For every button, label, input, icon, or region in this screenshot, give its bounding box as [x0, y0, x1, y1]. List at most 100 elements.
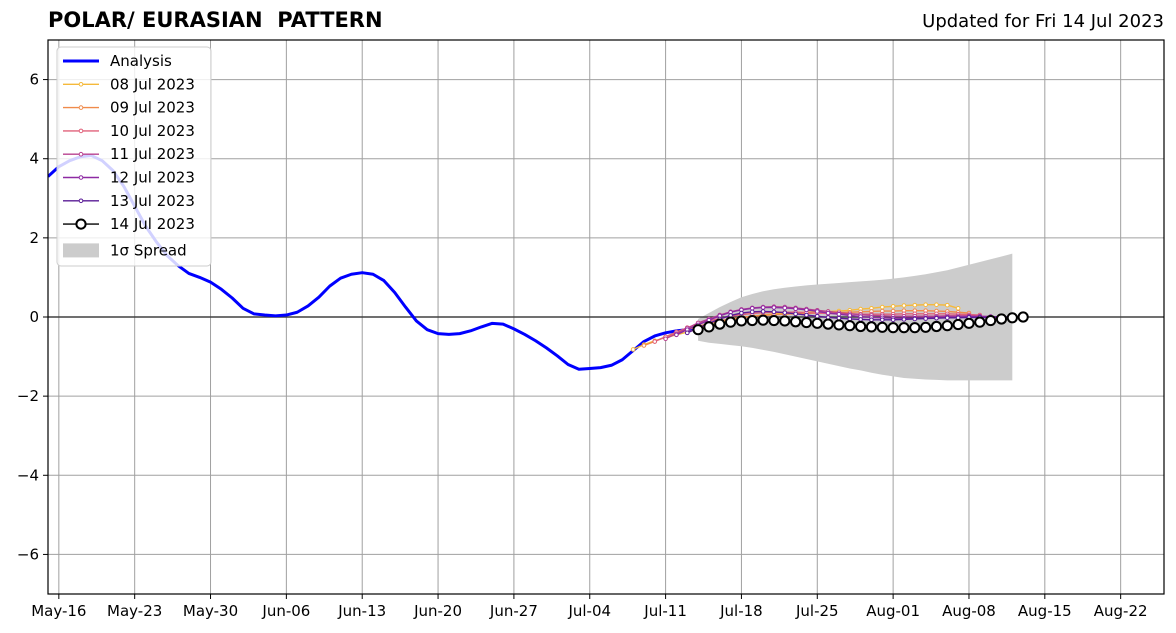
forecast-point: [901, 303, 907, 308]
y-tick-label: −4: [17, 466, 39, 484]
forecast-point: [923, 302, 928, 308]
legend-label: 13 Jul 2023: [110, 192, 195, 210]
forecast-point: [822, 318, 834, 330]
forecast-point: [833, 319, 845, 331]
chart-title: POLAR/ EURASIAN PATTERN: [48, 8, 383, 32]
x-tick-label: May-16: [31, 602, 86, 620]
y-tick-label: 6: [29, 71, 39, 89]
forecast-point: [793, 306, 798, 311]
forecast-point: [779, 315, 791, 327]
forecast-point: [790, 316, 802, 328]
x-tick-label: Jun-27: [489, 602, 538, 620]
legend-label: 1σ Spread: [110, 241, 187, 259]
forecast-point: [855, 320, 867, 333]
forecast-point: [912, 316, 918, 322]
x-tick-label: Jul-18: [719, 602, 763, 620]
forecast-point: [920, 321, 932, 333]
legend-marker: [78, 128, 84, 134]
x-tick-label: Jul-25: [795, 602, 839, 620]
forecast-point: [876, 321, 888, 333]
forecast-point: [858, 317, 863, 322]
forecast-point: [749, 305, 755, 311]
y-tick-label: −6: [17, 545, 39, 563]
forecast-point: [782, 305, 788, 311]
forecast-point: [825, 310, 831, 316]
x-tick-label: May-30: [183, 602, 238, 620]
y-tick-label: 4: [29, 150, 39, 168]
x-tick-label: Aug-08: [942, 602, 996, 620]
forecast-point: [746, 314, 758, 327]
forecast-series: [692, 311, 1029, 336]
forecast-point: [901, 317, 907, 322]
x-tick-label: Jul-04: [567, 602, 611, 620]
forecast-point: [760, 305, 766, 310]
forecast-point: [974, 316, 986, 328]
x-tick-label: Jul-11: [643, 602, 687, 620]
forecast-point: [945, 302, 950, 308]
forecast-point: [714, 318, 726, 330]
legend-label: 11 Jul 2023: [110, 145, 195, 163]
forecast-point: [941, 320, 953, 332]
updated-date: Updated for Fri 14 Jul 2023: [922, 11, 1164, 32]
legend-label: 12 Jul 2023: [110, 169, 195, 187]
x-tick-label: Jun-13: [337, 602, 386, 620]
forecast-point: [771, 305, 777, 310]
forecast-point: [955, 305, 961, 311]
forecast-point: [804, 312, 809, 318]
forecast-point: [945, 315, 950, 321]
forecast-point: [890, 317, 896, 323]
forecast-point: [814, 309, 820, 314]
forecast-point: [757, 314, 769, 326]
legend-marker: [78, 82, 84, 87]
legend-marker: [75, 218, 87, 230]
forecast-point: [890, 304, 896, 309]
forecast-point: [844, 320, 856, 332]
forecast-point: [934, 315, 939, 321]
forecast-point: [793, 311, 798, 317]
y-tick-label: 2: [29, 229, 39, 247]
forecast-point: [674, 332, 679, 338]
forecast-point: [865, 321, 878, 333]
forecast-point: [995, 313, 1008, 325]
x-tick-label: May-23: [107, 602, 162, 620]
legend: Analysis 08 Jul 2023 09 Jul 2023 10 Jul 202…: [56, 46, 212, 267]
x-tick-label: Jun-20: [413, 602, 462, 620]
forecast-point: [814, 313, 820, 319]
plot-area: [48, 154, 1164, 381]
forecast-point: [782, 310, 788, 315]
forecast-point: [847, 313, 853, 318]
forecast-point: [952, 318, 964, 331]
forecast-point: [684, 330, 690, 336]
forecast-point: [887, 322, 899, 334]
forecast-point: [930, 320, 943, 333]
forecast-point: [879, 304, 885, 310]
y-tick-label: 0: [29, 308, 39, 326]
x-tick-label: Aug-01: [866, 602, 920, 620]
forecast-point: [749, 309, 755, 315]
forecast-point: [934, 302, 939, 308]
forecast-point: [692, 324, 704, 336]
forecast-point: [836, 311, 842, 317]
forecast-point: [985, 314, 997, 327]
legend-marker: [78, 151, 84, 157]
x-tick-label: Aug-22: [1094, 602, 1148, 620]
forecast-point: [630, 347, 636, 352]
forecast-point: [1017, 311, 1029, 323]
forecast-point: [869, 317, 874, 323]
forecast-point: [800, 316, 813, 329]
forecast-point: [641, 343, 647, 348]
legend-marker: [78, 105, 84, 110]
legend-label: 09 Jul 2023: [110, 99, 195, 117]
x-tick-label: Aug-15: [1018, 602, 1072, 620]
y-tick-label: −2: [17, 387, 39, 405]
forecast-point: [811, 317, 823, 329]
forecast-point: [760, 309, 766, 314]
forecast-point: [923, 316, 928, 321]
x-tick-label: Jun-06: [261, 602, 310, 620]
legend-swatch: [63, 243, 99, 258]
forecast-point: [735, 315, 748, 327]
legend-label: 14 Jul 2023: [110, 215, 195, 233]
legend-marker: [78, 198, 84, 204]
forecast-point: [739, 310, 744, 316]
